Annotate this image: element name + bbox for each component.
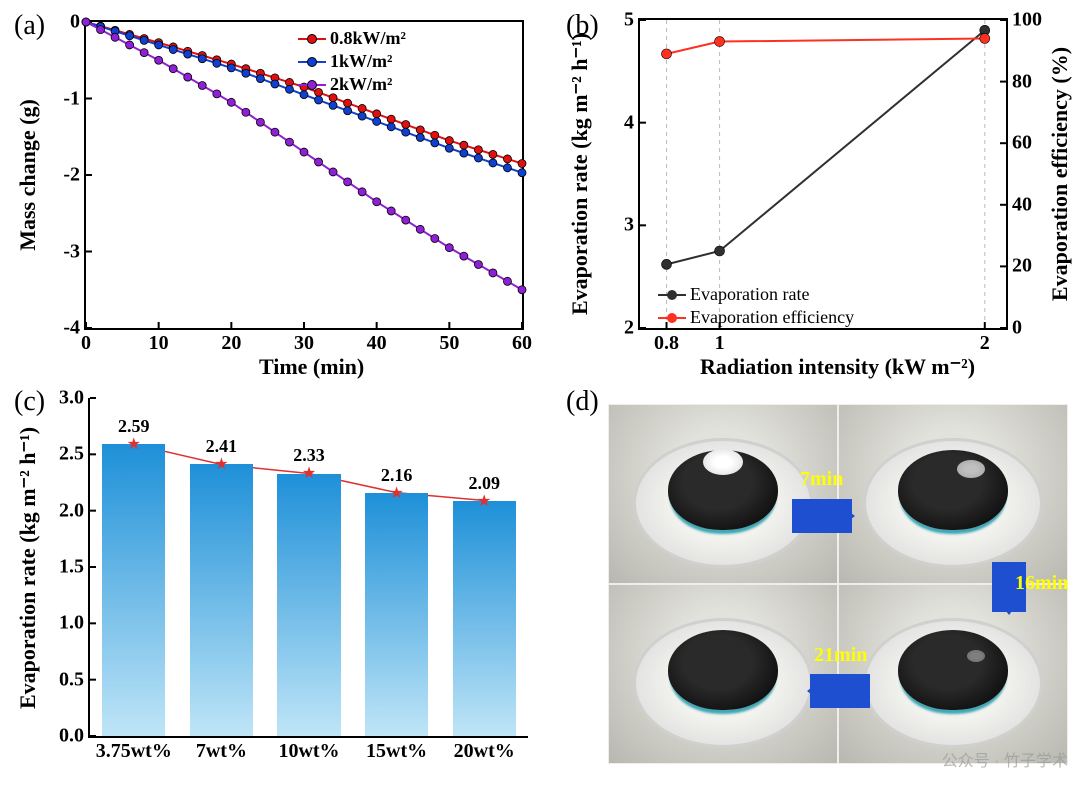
bar bbox=[190, 464, 253, 736]
chart-c-xtick: 10wt% bbox=[278, 740, 339, 763]
chart-c-ytick: 1.0 bbox=[59, 612, 90, 635]
chart-b-legend: Evaporation rateEvaporation efficiency bbox=[658, 284, 854, 330]
legend-item: 2kW/m² bbox=[298, 74, 406, 95]
bar bbox=[365, 493, 428, 736]
legend-item: 1kW/m² bbox=[298, 51, 406, 72]
chart-b-ytick-right: 80 bbox=[1006, 70, 1032, 93]
chart-a-ytick: 0 bbox=[70, 11, 86, 34]
chart-b-ytick-left: 4 bbox=[624, 111, 640, 134]
chart-b-ytick-left: 2 bbox=[624, 317, 640, 340]
chart-b-ytick-right: 100 bbox=[1006, 9, 1042, 32]
arrow-21min-label: 21min bbox=[814, 644, 867, 667]
panel-c: (c) 0.00.51.01.52.02.53.03.75wt%2.59★7wt… bbox=[8, 384, 552, 779]
chart-c-xtick: 3.75wt% bbox=[96, 740, 172, 763]
chart-b-ytick-right: 0 bbox=[1006, 317, 1022, 340]
star-marker: ★ bbox=[477, 491, 491, 511]
arrow-7min-label: 7min bbox=[800, 468, 843, 491]
panel-d: (d) 7min 16min 21min 公众号 · 竹子学术 bbox=[560, 384, 1080, 779]
chart-a-ylabel: Mass change (g) bbox=[15, 99, 41, 251]
photo-1 bbox=[608, 404, 838, 584]
panel-d-label: (d) bbox=[566, 386, 599, 418]
chart-a-ytick: -1 bbox=[63, 87, 86, 110]
chart-b-xtick: 1 bbox=[715, 332, 725, 355]
chart-b-ytick-right: 60 bbox=[1006, 132, 1032, 155]
chart-a-xtick: 10 bbox=[149, 332, 169, 355]
chart-c-ytick: 0.5 bbox=[59, 668, 90, 691]
chart-c-ytick: 2.5 bbox=[59, 443, 90, 466]
panel-a: (a) 01020304050600-1-2-3-4 Mass change (… bbox=[8, 8, 552, 380]
chart-b-ytick-left: 3 bbox=[624, 214, 640, 237]
legend-item: Evaporation efficiency bbox=[658, 307, 854, 328]
panel-c-label: (c) bbox=[14, 386, 45, 418]
chart-b-ytick-right: 40 bbox=[1006, 193, 1032, 216]
chart-a-xtick: 50 bbox=[439, 332, 459, 355]
chart-c-ytick: 0.0 bbox=[59, 725, 90, 748]
photo-2 bbox=[838, 404, 1068, 584]
star-marker: ★ bbox=[302, 463, 316, 483]
chart-c-xtick: 7wt% bbox=[196, 740, 247, 763]
bar bbox=[102, 444, 165, 736]
legend-item: Evaporation rate bbox=[658, 284, 854, 305]
chart-b-ylabel-right: Evaporation efficiency (%) bbox=[1047, 47, 1073, 301]
panel-a-label: (a) bbox=[14, 10, 45, 42]
chart-c-xtick: 20wt% bbox=[454, 740, 515, 763]
bar bbox=[277, 474, 340, 737]
chart-c-ytick: 1.5 bbox=[59, 556, 90, 579]
chart-b-ylabel-left: Evaporation rate (kg m⁻² h⁻¹) bbox=[567, 33, 593, 315]
chart-b-xtick: 0.8 bbox=[654, 332, 679, 355]
watermark: 公众号 · 竹子学术 bbox=[942, 747, 1068, 771]
chart-b-xlabel: Radiation intensity (kW m⁻²) bbox=[700, 354, 975, 380]
chart-b-ytick-left: 5 bbox=[624, 9, 640, 32]
chart-a-ytick: -4 bbox=[63, 317, 86, 340]
chart-a-legend: 0.8kW/m²1kW/m²2kW/m² bbox=[298, 28, 406, 97]
photo-3 bbox=[838, 584, 1068, 764]
arrow-7min bbox=[792, 499, 852, 533]
arrow-21min bbox=[810, 674, 870, 708]
chart-c-ytick: 3.0 bbox=[59, 387, 90, 410]
star-marker: ★ bbox=[214, 454, 228, 474]
chart-a-xtick: 40 bbox=[367, 332, 387, 355]
legend-item: 0.8kW/m² bbox=[298, 28, 406, 49]
chart-b-xtick: 2 bbox=[980, 332, 990, 355]
bar bbox=[453, 501, 516, 736]
chart-a-ytick: -2 bbox=[63, 164, 86, 187]
chart-c-ylabel: Evaporation rate (kg m⁻² h⁻¹) bbox=[15, 427, 41, 709]
star-marker: ★ bbox=[389, 483, 403, 503]
chart-c-ytick: 2.0 bbox=[59, 499, 90, 522]
chart-a-xtick: 60 bbox=[512, 332, 532, 355]
chart-a-xlabel: Time (min) bbox=[259, 354, 364, 380]
chart-c-xtick: 15wt% bbox=[366, 740, 427, 763]
arrow-16min-label: 16min bbox=[1015, 572, 1068, 595]
chart-a-xtick: 20 bbox=[221, 332, 241, 355]
chart-a-xtick: 30 bbox=[294, 332, 314, 355]
star-marker: ★ bbox=[127, 434, 141, 454]
chart-b-ytick-right: 20 bbox=[1006, 255, 1032, 278]
panel-b: (b) 0.8122345020406080100 Evaporation ra… bbox=[560, 8, 1080, 380]
chart-c-plot: 0.00.51.01.52.02.53.03.75wt%2.59★7wt%2.4… bbox=[88, 398, 528, 738]
chart-a-ytick: -3 bbox=[63, 240, 86, 263]
